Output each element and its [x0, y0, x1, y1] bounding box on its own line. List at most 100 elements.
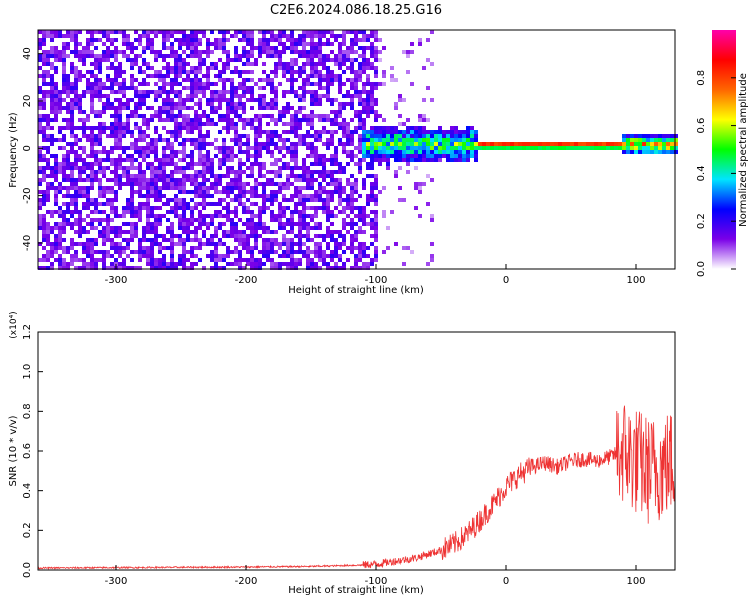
spectrogram-cell: [86, 186, 90, 190]
spectrogram-cell: [158, 174, 162, 178]
spectrogram-cell: [230, 118, 234, 122]
spectrogram-cell: [114, 230, 118, 234]
spectrogram-cell: [198, 158, 202, 162]
spectrogram-cell: [434, 146, 438, 150]
spectrogram-cell: [258, 114, 262, 118]
spectrogram-cell: [210, 242, 214, 246]
spectrogram-cell: [38, 166, 42, 170]
spectrogram-cell: [62, 106, 66, 110]
spectrogram-cell: [342, 222, 346, 226]
spectrogram-cell: [358, 54, 362, 58]
spectrogram-cell: [66, 42, 70, 46]
spectrogram-cell: [178, 218, 182, 222]
spectrogram-cell: [62, 146, 66, 150]
spectrogram-cell: [174, 118, 178, 122]
spectrogram-cell: [262, 30, 266, 34]
spectrogram-cell: [154, 242, 158, 246]
spectrogram-cell: [166, 98, 170, 102]
spectrogram-cell: [186, 78, 190, 82]
spectrogram-cell: [250, 50, 254, 54]
spectrogram-cell: [174, 82, 178, 86]
spectrogram-cell: [170, 210, 174, 214]
spectrogram-cell: [370, 66, 374, 70]
spectrogram-cell: [186, 118, 190, 122]
spectrogram-cell: [386, 142, 390, 146]
spectrogram-cell: [302, 186, 306, 190]
spectrogram-cell: [174, 102, 178, 106]
spectrogram-cell: [82, 226, 86, 230]
spectrogram-cell: [198, 146, 202, 150]
spectrogram-cell: [218, 94, 222, 98]
spectrogram-cell: [170, 266, 174, 270]
spectrogram-cell: [102, 42, 106, 46]
spectrogram-cell: [86, 206, 90, 210]
spectrogram-cell: [142, 238, 146, 242]
spectrogram-cell: [246, 166, 250, 170]
spectrogram-cell: [278, 246, 282, 250]
spectrogram-cell: [170, 130, 174, 134]
spectrogram-cell: [130, 166, 134, 170]
spectrogram-cell: [270, 46, 274, 50]
spectrogram-cell: [54, 190, 58, 194]
spectrogram-cell: [182, 198, 186, 202]
spectrogram-cell: [458, 154, 462, 158]
spectrogram-cell: [338, 42, 342, 46]
spectrogram-cell: [122, 42, 126, 46]
spectrogram-cell: [354, 58, 358, 62]
spectrogram-cell: [442, 154, 446, 158]
spectrogram-cell: [318, 246, 322, 250]
spectrogram-cell: [262, 242, 266, 246]
spectrogram-cell: [298, 106, 302, 110]
spectrogram-cell: [290, 34, 294, 38]
spectrogram-cell: [294, 158, 298, 162]
spectrogram-cell: [154, 186, 158, 190]
spectrogram-cell: [330, 122, 334, 126]
spectrogram-cell: [150, 118, 154, 122]
spectrogram-cell: [370, 210, 374, 214]
spectrogram-cell: [170, 254, 174, 258]
spectrogram-cell: [298, 238, 302, 242]
spectrogram-cell: [78, 226, 82, 230]
spectrogram-cell: [358, 66, 362, 70]
spectrogram-cell: [90, 142, 94, 146]
spectrogram-cell: [150, 186, 154, 190]
spectrogram-cell: [342, 106, 346, 110]
spectrogram-cell: [98, 250, 102, 254]
spectrogram-cell: [98, 230, 102, 234]
spectrogram-cell: [154, 206, 158, 210]
spectrogram-cell: [198, 106, 202, 110]
spectrogram-cell: [282, 114, 286, 118]
spectrogram-cell: [222, 242, 226, 246]
spectrogram-cell: [90, 34, 94, 38]
spectrogram-cell: [490, 142, 494, 146]
spectrogram-cell: [106, 166, 110, 170]
spectrogram-cell: [302, 166, 306, 170]
spectrogram-cell: [322, 186, 326, 190]
spectrogram-cell: [646, 138, 650, 142]
spectrogram-cell: [134, 166, 138, 170]
spectrogram-cell: [230, 146, 234, 150]
spectrogram-cell: [242, 182, 246, 186]
spectrogram-cell: [374, 70, 378, 74]
spectrogram-cell: [98, 70, 102, 74]
spectrogram-cell: [346, 194, 350, 198]
spectrogram-cell: [570, 146, 574, 150]
spectrogram-cell: [346, 50, 350, 54]
spectrogram-cell: [186, 222, 190, 226]
spectrogram-cell: [42, 98, 46, 102]
spectrogram-cell: [138, 186, 142, 190]
spectrogram-cell: [86, 54, 90, 58]
spectrogram-cell: [418, 190, 422, 194]
spectrogram-cell: [90, 74, 94, 78]
spectrogram-cell: [90, 174, 94, 178]
spectrogram-cell: [74, 158, 78, 162]
spectrogram-cell: [254, 158, 258, 162]
spectrogram-cell: [102, 130, 106, 134]
spectrogram-cell: [274, 98, 278, 102]
spectrogram-cell: [346, 46, 350, 50]
spectrogram-cell: [146, 202, 150, 206]
spectrogram-cell: [310, 58, 314, 62]
spectrogram-cell: [286, 262, 290, 266]
spectrogram-cell: [90, 254, 94, 258]
spectrogram-cell: [54, 106, 58, 110]
